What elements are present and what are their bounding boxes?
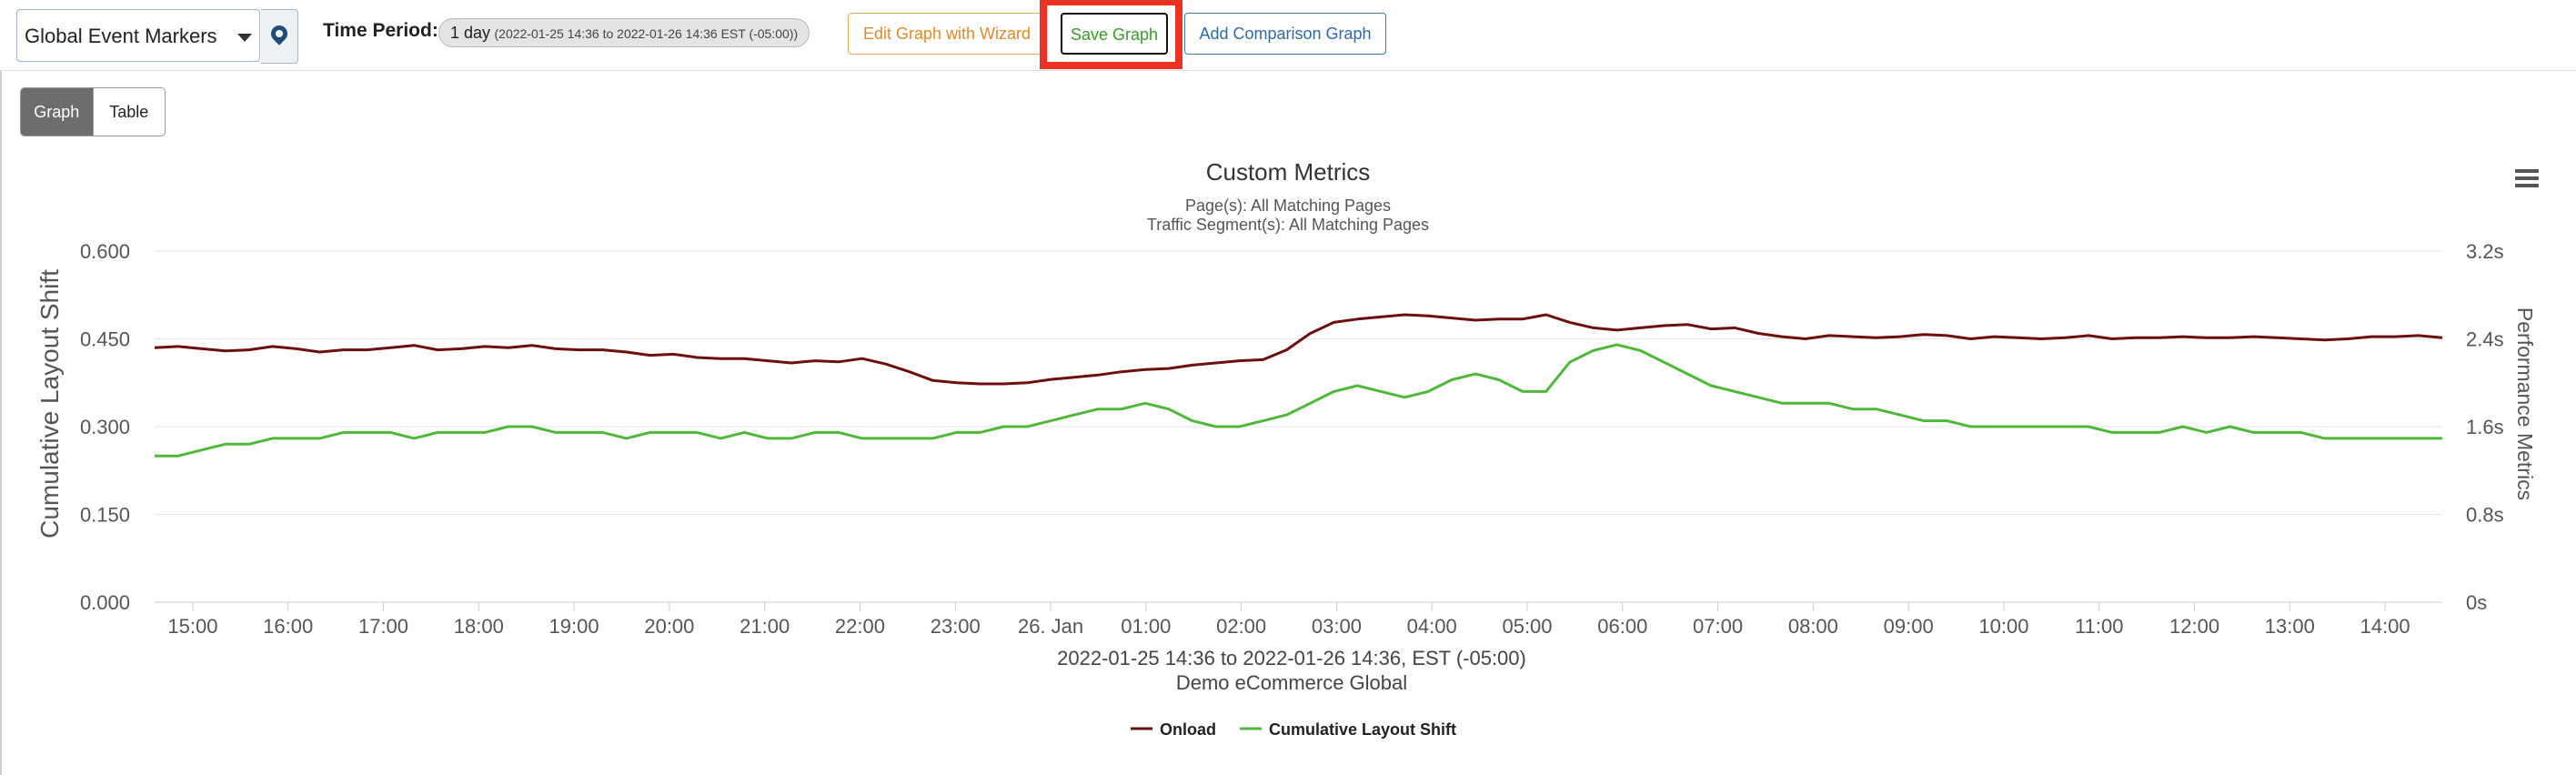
- y-left-tick-label: 0.300: [80, 416, 130, 438]
- x-tick-label: 14:00: [2360, 615, 2410, 638]
- x-tick-label: 06:00: [1597, 615, 1647, 638]
- legend-item-onload[interactable]: Onload: [1131, 720, 1216, 739]
- x-tick-label: 12:00: [2169, 615, 2219, 638]
- x-tick-label: 05:00: [1502, 615, 1552, 638]
- x-tick-label: 07:00: [1693, 615, 1743, 638]
- y-right-tick-label: 0s: [2466, 591, 2487, 614]
- caret-down-icon: [237, 34, 252, 42]
- x-tick-label: 01:00: [1121, 615, 1171, 638]
- y-left-axis-label: Cumulative Layout Shift: [35, 269, 64, 538]
- grid-lines: [155, 250, 2442, 603]
- series-line-cls: [155, 343, 2442, 458]
- x-tick-label: 08:00: [1788, 615, 1838, 638]
- x-tick-label: 03:00: [1312, 615, 1362, 638]
- x-tick-label: 22:00: [835, 615, 885, 638]
- save-graph-button[interactable]: Save Graph: [1061, 13, 1168, 55]
- table-view-button[interactable]: Table: [92, 88, 165, 136]
- time-period-range: (2022-01-25 14:36 to 2022-01-26 14:36 ES…: [494, 26, 799, 41]
- x-tick-label: 21:00: [740, 615, 790, 638]
- chart-subtitle-segment: Traffic Segment(s): All Matching Pages: [1147, 216, 1429, 234]
- time-period-value: 1 day: [450, 24, 491, 42]
- x-tick-label: 26. Jan: [1018, 615, 1083, 638]
- y-right-axis-label: Performance Metrics: [2513, 307, 2537, 500]
- chart-subtitle-pages: Page(s): All Matching Pages: [1185, 196, 1391, 215]
- legend: Onload Cumulative Layout Shift: [1131, 720, 1456, 739]
- chart-title: Custom Metrics: [1206, 158, 1371, 186]
- x-tick-label: 20:00: [644, 615, 694, 638]
- graph-panel: [0, 71, 2576, 775]
- save-graph-highlight-box: [1040, 0, 1182, 69]
- global-event-markers-dropdown[interactable]: Global Event Markers: [16, 9, 260, 62]
- time-period-selector[interactable]: 1 day (2022-01-25 14:36 to 2022-01-26 14…: [438, 18, 810, 47]
- x-tick-label: 11:00: [2075, 615, 2123, 638]
- legend-label-onload: Onload: [1160, 720, 1216, 739]
- add-comparison-graph-button[interactable]: Add Comparison Graph: [1184, 13, 1386, 55]
- x-tick-label: 19:00: [549, 615, 599, 638]
- y-left-tick-label: 0.150: [80, 504, 130, 527]
- x-axis-range-label: 2022-01-25 14:36 to 2022-01-26 14:36, ES…: [1057, 647, 1526, 669]
- x-tick-label: 23:00: [931, 615, 981, 638]
- x-tick-label: 16:00: [263, 615, 313, 638]
- y-right-tick-label: 2.4s: [2466, 328, 2504, 351]
- y-right-tick-label: 0.8s: [2466, 504, 2504, 527]
- markers-dropdown-label: Global Event Markers: [25, 25, 217, 47]
- series-lines: [154, 313, 2443, 458]
- legend-item-cls[interactable]: Cumulative Layout Shift: [1240, 720, 1456, 739]
- x-tick-label: 15:00: [167, 615, 217, 638]
- y-right-tick-label: 1.6s: [2466, 416, 2504, 438]
- hamburger-menu-icon[interactable]: [2515, 169, 2539, 187]
- y-left-tick-label: 0.000: [80, 591, 130, 614]
- x-axis-ticks: 15:00 16:00 17:00 18:00 19:00 20:00 21:00 22:00…: [167, 602, 2410, 638]
- x-axis-site-label: Demo eCommerce Global: [1176, 671, 1407, 694]
- x-tick-label: 13:00: [2265, 615, 2315, 638]
- marker-pin-button[interactable]: [261, 9, 298, 64]
- time-period-label: Time Period:: [323, 20, 438, 41]
- x-tick-label: 10:00: [1978, 615, 2028, 638]
- graph-view-button[interactable]: Graph: [21, 88, 93, 136]
- y-right-tick-label: 3.2s: [2466, 240, 2504, 263]
- view-toggle: Graph Table: [20, 87, 166, 136]
- top-toolbar: Global Event Markers Time Period: 1 day …: [0, 0, 2576, 71]
- x-tick-label: 18:00: [454, 615, 504, 638]
- y-left-ticks: 0.000 0.150 0.300 0.450 0.600: [80, 240, 130, 614]
- x-tick-label: 09:00: [1884, 615, 1934, 638]
- y-right-ticks: 0s 0.8s 1.6s 2.4s 3.2s: [2466, 240, 2504, 614]
- legend-label-cls: Cumulative Layout Shift: [1269, 720, 1456, 739]
- y-left-tick-label: 0.600: [80, 240, 130, 263]
- edit-graph-wizard-button[interactable]: Edit Graph with Wizard: [848, 13, 1046, 55]
- x-tick-label: 04:00: [1407, 615, 1457, 638]
- series-line-onload: [154, 313, 2443, 386]
- x-tick-label: 17:00: [358, 615, 408, 638]
- x-tick-label: 02:00: [1216, 615, 1266, 638]
- y-left-tick-label: 0.450: [80, 328, 130, 351]
